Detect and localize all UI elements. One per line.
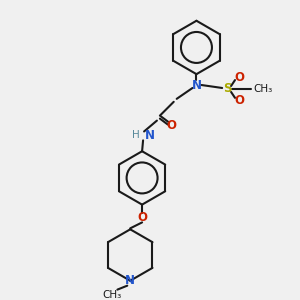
Text: N: N [145,129,155,142]
Text: N: N [191,79,202,92]
Text: H: H [132,130,140,140]
Text: O: O [167,119,177,132]
Text: S: S [223,82,231,95]
Text: O: O [234,94,244,107]
Text: N: N [125,274,135,287]
Text: O: O [137,211,147,224]
Text: O: O [234,70,244,84]
Text: CH₃: CH₃ [254,84,273,94]
Text: CH₃: CH₃ [103,290,122,300]
